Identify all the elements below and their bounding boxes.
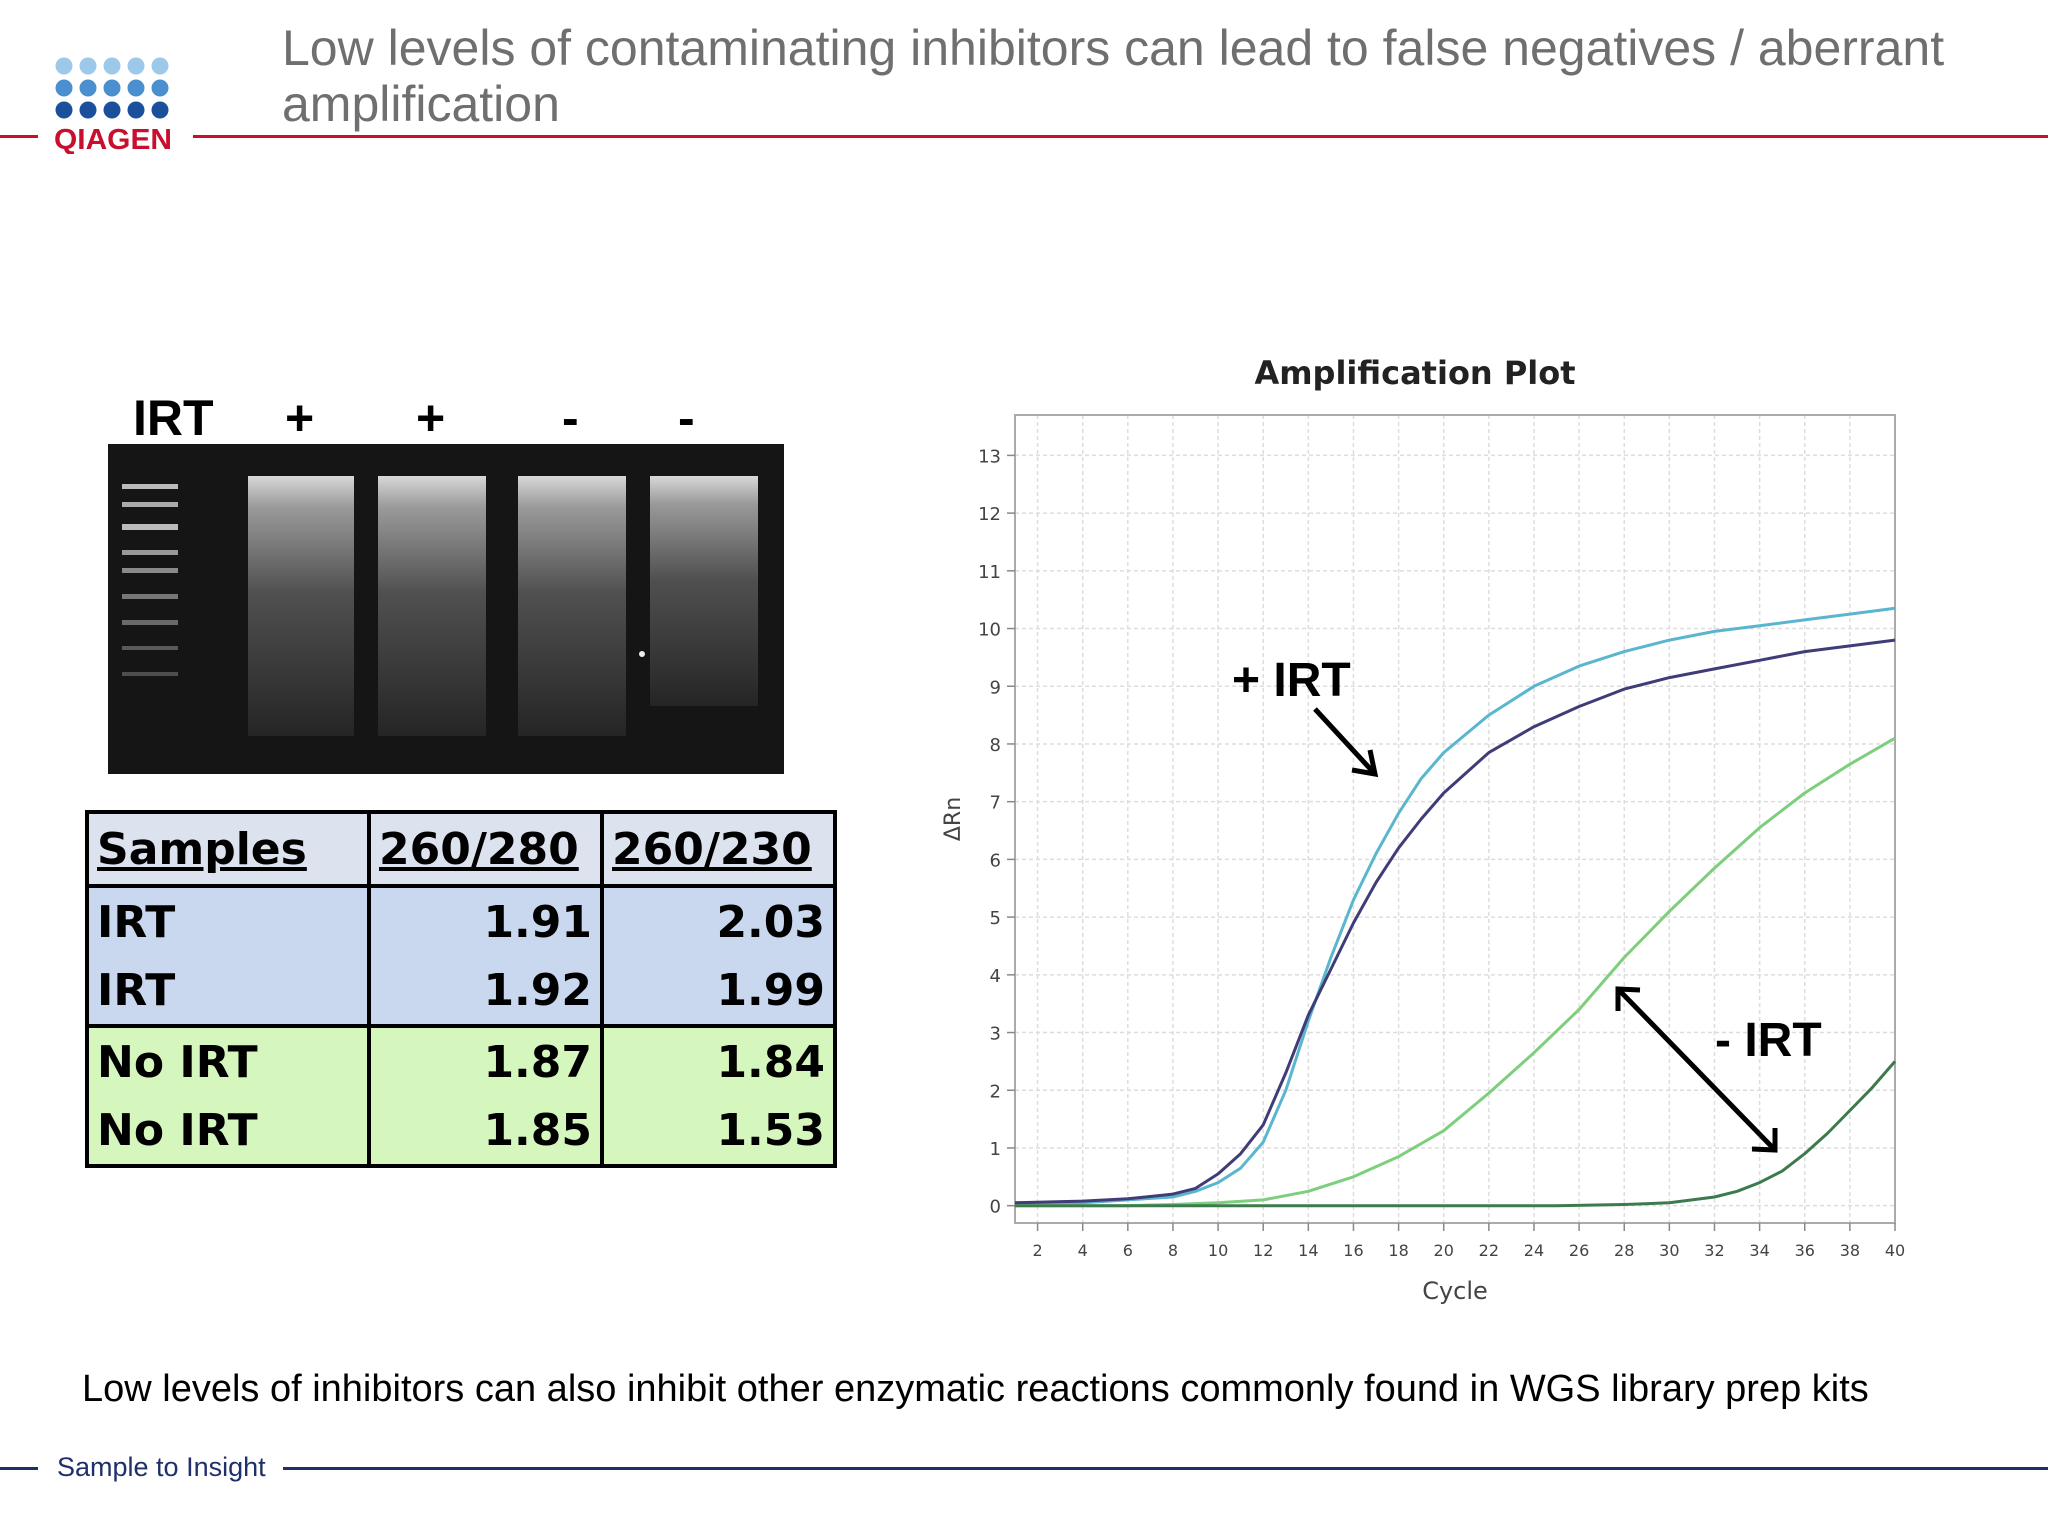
x-tick-label: 10 [1208, 1241, 1228, 1260]
y-tick-label: 10 [978, 620, 1001, 641]
x-tick-label: 14 [1298, 1241, 1318, 1260]
qiagen-logo: QIAGEN [54, 57, 172, 154]
gel-lane-1 [248, 476, 354, 736]
x-tick-label: 8 [1168, 1241, 1178, 1260]
cell-260-230: 2.03 [600, 884, 837, 956]
x-tick-label: 32 [1704, 1241, 1724, 1260]
x-tick-label: 30 [1659, 1241, 1679, 1260]
x-axis-ticks: 2 4 6 8 10 12 14 16 18 20 22 24 26 28 30 32 34 36 38 40 [1032, 1223, 1905, 1260]
cell-260-230: 1.53 [600, 1096, 837, 1168]
col-header-260-280: 260/280 [367, 810, 604, 888]
x-tick-label: 38 [1840, 1241, 1860, 1260]
table-row: No IRT 1.87 1.84 [85, 1024, 837, 1096]
header-rule-right [193, 135, 2048, 138]
lane-label-4: - [678, 390, 695, 446]
chart-grid [1015, 415, 1896, 1223]
lane-label-3: - [562, 390, 579, 446]
series-line-1 [1015, 606, 1896, 1205]
footer-rule-right [283, 1467, 2048, 1470]
x-tick-label: 22 [1479, 1241, 1499, 1260]
y-tick-label: 3 [990, 1024, 1001, 1045]
header-rule-left [0, 135, 38, 138]
series-line-4 [1015, 1060, 1897, 1208]
x-tick-label: 24 [1524, 1241, 1544, 1260]
y-tick-label: 7 [990, 793, 1001, 814]
x-tick-label: 20 [1434, 1241, 1454, 1260]
gel-lane-3 [518, 476, 626, 736]
annotation-minus-irt: - IRT [1615, 986, 1822, 1153]
annotation-plus-irt-arrowhead [1351, 749, 1379, 778]
x-tick-label: 16 [1343, 1241, 1363, 1260]
logo-text: QIAGEN [54, 124, 172, 154]
annotation-plus-irt-arrow [1313, 707, 1377, 776]
cell-sample: IRT [85, 956, 371, 1028]
x-tick-label: 4 [1078, 1241, 1088, 1260]
y-tick-label: 13 [978, 446, 1001, 467]
cell-260-280: 1.92 [367, 956, 604, 1028]
x-tick-label: 34 [1749, 1241, 1769, 1260]
cell-sample: IRT [85, 884, 371, 956]
table-row: IRT 1.92 1.99 [85, 956, 837, 1028]
x-tick-label: 18 [1388, 1241, 1408, 1260]
y-tick-label: 5 [990, 908, 1001, 929]
footer-rule-left [0, 1467, 38, 1470]
series-line-2 [1014, 638, 1896, 1205]
col-header-260-230: 260/230 [600, 810, 837, 888]
y-tick-label: 4 [990, 966, 1001, 987]
table-row: No IRT 1.85 1.53 [85, 1096, 837, 1168]
y-tick-label: 12 [978, 504, 1001, 525]
series-group [1014, 606, 1897, 1208]
annotation-minus-irt-label: - IRT [1715, 1014, 1822, 1067]
lane-label-1: + [285, 390, 315, 446]
lane-label-2: + [416, 390, 446, 446]
cell-260-230: 1.84 [600, 1024, 837, 1096]
annotation-plus-irt: + IRT [1232, 654, 1379, 778]
x-tick-label: 36 [1795, 1241, 1815, 1260]
y-tick-label: 0 [990, 1197, 1001, 1218]
cell-sample: No IRT [85, 1096, 371, 1168]
annotation-minus-irt-arrowhead-bottom [1751, 1128, 1778, 1153]
y-axis-label: ΔRn [941, 797, 966, 841]
table-header-row: Samples 260/280 260/230 [85, 810, 837, 888]
footer-tagline: Sample to Insight [57, 1452, 266, 1482]
gel-lane-4 [650, 476, 758, 706]
y-tick-label: 8 [990, 735, 1001, 756]
x-axis-label: Cycle [1422, 1277, 1488, 1305]
chart-title: Amplification Plot [1254, 355, 1575, 392]
table-row: IRT 1.91 2.03 [85, 884, 837, 956]
y-tick-label: 6 [990, 850, 1001, 871]
cell-260-280: 1.91 [367, 884, 604, 956]
plot-frame [1014, 414, 1896, 1224]
x-tick-label: 28 [1614, 1241, 1634, 1260]
series-line-3 [1015, 736, 1896, 1208]
cell-260-230: 1.99 [600, 956, 837, 1028]
footnote: Low levels of inhibitors can also inhibi… [82, 1368, 1869, 1410]
annotation-plus-irt-label: + IRT [1232, 654, 1351, 707]
annotation-minus-irt-arrowhead-top [1615, 986, 1641, 1011]
logo-dots [55, 57, 169, 119]
cell-260-280: 1.85 [367, 1096, 604, 1168]
cell-sample: No IRT [85, 1024, 371, 1096]
x-tick-label: 40 [1885, 1241, 1905, 1260]
y-tick-label: 11 [978, 562, 1001, 583]
x-tick-label: 12 [1253, 1241, 1273, 1260]
lane-label-ladder: IRT [133, 390, 214, 446]
y-tick-label: 1 [990, 1139, 1001, 1160]
gel-image [108, 444, 784, 774]
cell-260-280: 1.87 [367, 1024, 604, 1096]
x-tick-label: 2 [1032, 1241, 1042, 1260]
gel-lane-2 [378, 476, 486, 736]
y-tick-label: 9 [990, 677, 1001, 698]
y-tick-label: 2 [990, 1081, 1001, 1102]
x-tick-label: 6 [1123, 1241, 1133, 1260]
ladder-lane [122, 484, 178, 676]
col-header-samples: Samples [85, 810, 371, 888]
purity-table: Samples 260/280 260/230 IRT 1.91 2.03 IR… [85, 810, 837, 1168]
annotation-minus-irt-arrow [1616, 987, 1777, 1152]
x-tick-label: 26 [1569, 1241, 1589, 1260]
page-title: Low levels of contaminating inhibitors c… [282, 20, 1945, 132]
